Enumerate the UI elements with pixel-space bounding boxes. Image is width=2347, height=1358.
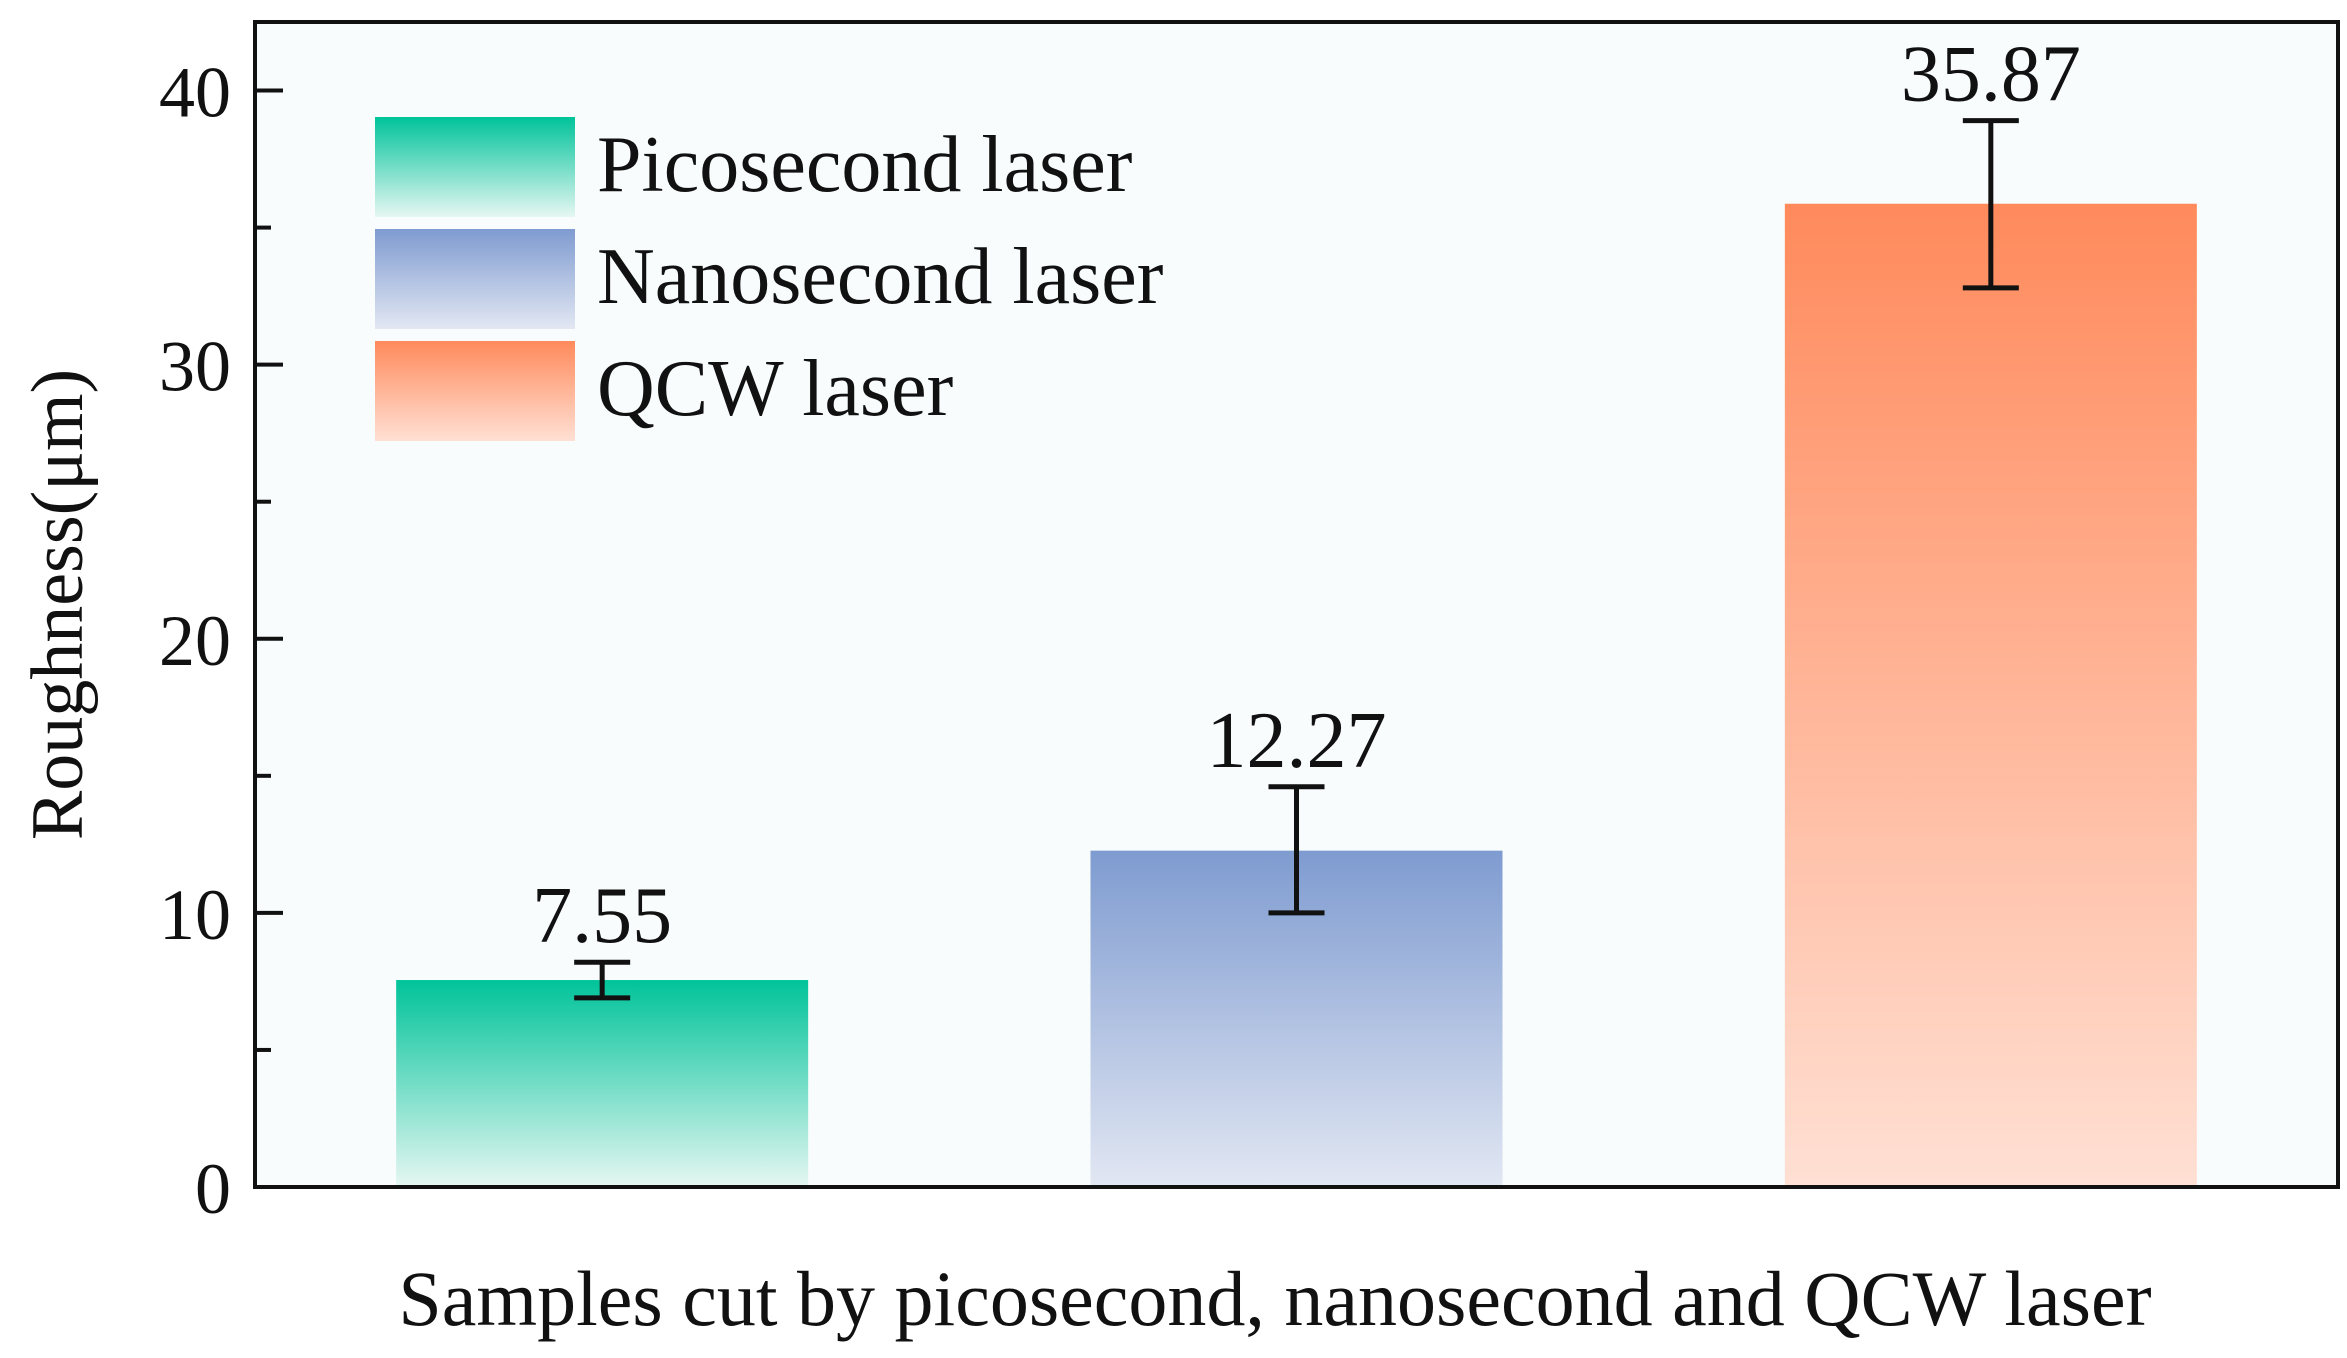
legend: Picosecond laser Nanosecond laser QCW lase… — [375, 117, 1163, 441]
value-label-1: 12.27 — [1207, 697, 1387, 785]
y-tick-label-40: 40 — [159, 53, 231, 133]
error-bar-2 — [1962, 118, 2019, 291]
legend-label-1: Nanosecond laser — [597, 233, 1163, 321]
y-axis: 0 10 20 30 40 — [159, 53, 283, 1229]
legend-label-0: Picosecond laser — [597, 121, 1132, 209]
error-bars — [574, 118, 2019, 1001]
bar-2 — [1784, 203, 2197, 1188]
y-tick-label-0: 0 — [195, 1149, 231, 1229]
plot-frame — [253, 20, 2340, 1189]
error-bar-0 — [574, 959, 631, 1001]
legend-label-2: QCW laser — [597, 345, 953, 433]
value-label-2: 35.87 — [1901, 31, 2081, 119]
bars — [396, 203, 2197, 1188]
legend-swatch-1 — [375, 229, 575, 329]
bar-0 — [396, 980, 809, 1187]
y-tick-label-20: 20 — [159, 601, 231, 681]
y-axis-label: Roughness(μm) — [17, 369, 99, 840]
value-labels: 7.55 12.27 35.87 — [532, 31, 2081, 961]
x-axis-label: Samples cut by picosecond, nanosecond an… — [398, 1255, 2151, 1342]
legend-swatch-0 — [375, 117, 575, 217]
legend-swatch-2 — [375, 341, 575, 441]
y-tick-label-30: 30 — [159, 327, 231, 407]
y-tick-label-10: 10 — [159, 875, 231, 955]
value-label-0: 7.55 — [532, 872, 672, 960]
error-bar-1 — [1268, 784, 1325, 916]
